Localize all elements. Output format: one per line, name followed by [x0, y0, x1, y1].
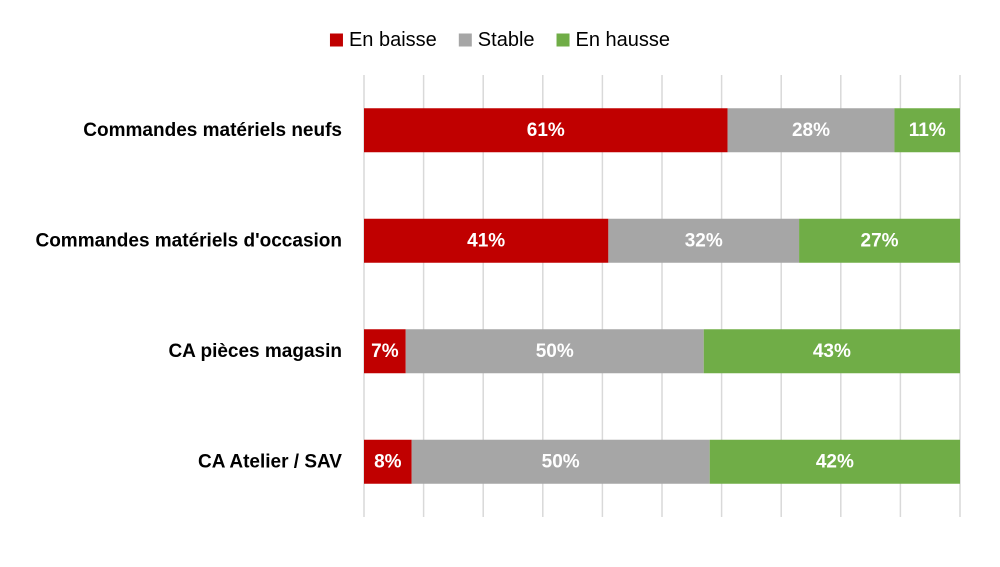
bar-segment	[608, 218, 800, 263]
data-label: 41%	[467, 230, 505, 251]
data-label: 43%	[813, 341, 851, 362]
data-label: 42%	[816, 451, 854, 472]
category-label: Commandes matériels neufs	[83, 120, 342, 141]
data-label: 32%	[685, 230, 723, 251]
bar-segment	[364, 329, 406, 374]
data-label: 27%	[861, 230, 899, 251]
bars: 61% 28% 11% 41% 32% 27% 7% 50% 43% 8% 50% 42%	[364, 108, 960, 484]
legend: En baisse Stable En hausse	[329, 29, 671, 51]
category-label: CA Atelier / SAV	[198, 451, 342, 472]
category-label: Commandes matériels d'occasion	[35, 230, 342, 251]
legend-label: En baisse	[349, 29, 437, 51]
bar-segment	[894, 108, 960, 153]
data-label: 8%	[374, 451, 402, 472]
bar-segment	[405, 329, 704, 374]
legend-label: En hausse	[576, 29, 671, 51]
bar-segment	[727, 108, 895, 153]
category-label: CA pièces magasin	[168, 341, 342, 362]
data-label: 61%	[527, 120, 565, 141]
bar-segment	[799, 218, 960, 263]
legend-swatch	[458, 33, 472, 47]
bar-segment	[364, 108, 728, 153]
bar-segment	[703, 329, 960, 374]
bar-segment	[709, 439, 960, 484]
data-label: 11%	[909, 120, 946, 141]
bar-segment	[364, 218, 609, 263]
legend-label: Stable	[478, 29, 535, 51]
bar-segment	[364, 439, 412, 484]
legend-swatch	[329, 33, 343, 47]
data-label: 28%	[792, 120, 830, 141]
data-label: 50%	[542, 451, 580, 472]
bar-segment	[411, 439, 710, 484]
category-labels: Commandes matériels neufs Commandes matér…	[35, 120, 342, 473]
data-label: 7%	[371, 341, 399, 362]
data-label: 50%	[536, 341, 574, 362]
legend-swatch	[556, 33, 570, 47]
